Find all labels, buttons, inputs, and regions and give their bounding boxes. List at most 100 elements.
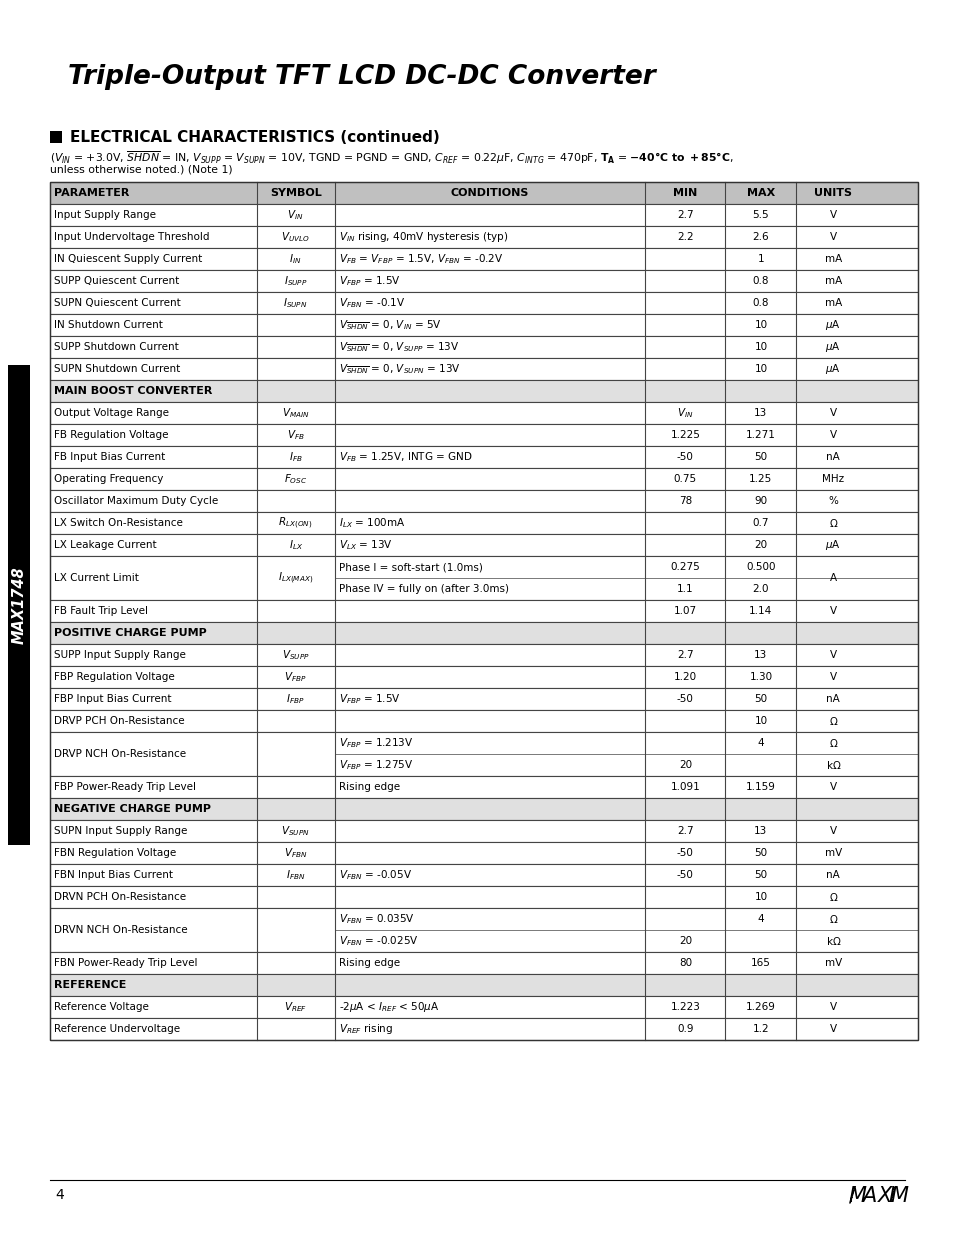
Text: $I_{FBP}$: $I_{FBP}$ [286, 692, 305, 706]
Text: FB Input Bias Current: FB Input Bias Current [54, 452, 165, 462]
Text: 20: 20 [679, 760, 691, 769]
Bar [50, 182, 917, 204]
Text: 2.7: 2.7 [677, 210, 693, 220]
Text: PARAMETER: PARAMETER [54, 188, 130, 198]
Text: 50: 50 [754, 452, 766, 462]
Text: Oscillator Maximum Duty Cycle: Oscillator Maximum Duty Cycle [54, 496, 218, 506]
Bar [50, 270, 917, 291]
Bar [50, 622, 917, 643]
Text: $V_{FBP}$ = 1.5V: $V_{FBP}$ = 1.5V [338, 692, 400, 706]
Bar [50, 513, 917, 534]
Bar [50, 490, 917, 513]
Text: $V_{FBN}$: $V_{FBN}$ [284, 846, 307, 860]
Text: 10: 10 [754, 716, 766, 726]
Text: SUPP Shutdown Current: SUPP Shutdown Current [54, 342, 178, 352]
Text: $V_{FB}$ = 1.25V, INTG = GND: $V_{FB}$ = 1.25V, INTG = GND [338, 450, 472, 464]
Text: 1.223: 1.223 [670, 1002, 700, 1011]
Text: mA: mA [824, 298, 841, 308]
Text: 10: 10 [754, 364, 766, 374]
Bar [50, 358, 917, 380]
Text: $V_{FBP}$ = 1.5V: $V_{FBP}$ = 1.5V [338, 274, 400, 288]
Bar [50, 666, 917, 688]
Text: V: V [829, 430, 836, 440]
Bar [50, 182, 917, 1040]
Text: $\Omega$: $\Omega$ [828, 913, 837, 925]
Text: 0.75: 0.75 [673, 474, 697, 484]
Text: 1.30: 1.30 [748, 672, 772, 682]
Bar [8, 366, 30, 845]
Bar [50, 842, 917, 864]
Text: FBN Regulation Voltage: FBN Regulation Voltage [54, 848, 176, 858]
Text: $\Omega$: $\Omega$ [828, 517, 837, 529]
Text: mV: mV [824, 848, 841, 858]
Text: 2.2: 2.2 [677, 232, 693, 242]
Text: MAX1748: MAX1748 [11, 566, 27, 643]
Bar [50, 995, 917, 1018]
Text: MAIN BOOST CONVERTER: MAIN BOOST CONVERTER [54, 387, 213, 396]
Text: $I_{FBN}$: $I_{FBN}$ [286, 868, 305, 882]
Text: $I_{IN}$: $I_{IN}$ [289, 252, 301, 266]
Text: $\mu$A: $\mu$A [824, 538, 841, 552]
Text: 10: 10 [754, 320, 766, 330]
Bar [50, 336, 917, 358]
Text: V: V [829, 1002, 836, 1011]
Bar [50, 643, 917, 666]
Text: SUPP Quiescent Current: SUPP Quiescent Current [54, 275, 179, 287]
Text: 1.14: 1.14 [748, 606, 772, 616]
Bar [50, 314, 917, 336]
Text: -50: -50 [677, 869, 693, 881]
Text: ELECTRICAL CHARACTERISTICS (continued): ELECTRICAL CHARACTERISTICS (continued) [70, 131, 439, 146]
Text: FBP Power-Ready Trip Level: FBP Power-Ready Trip Level [54, 782, 195, 792]
Text: mA: mA [824, 254, 841, 264]
Text: nA: nA [825, 452, 840, 462]
Bar [50, 688, 917, 710]
Text: 10: 10 [754, 342, 766, 352]
Bar [50, 556, 917, 600]
Text: 2.6: 2.6 [752, 232, 768, 242]
Text: FB Regulation Voltage: FB Regulation Voltage [54, 430, 169, 440]
Text: 10: 10 [754, 892, 766, 902]
Text: k$\Omega$: k$\Omega$ [824, 935, 841, 947]
Text: 13: 13 [754, 826, 767, 836]
Text: $\mu$A: $\mu$A [824, 317, 841, 332]
Text: $R_{LX(ON)}$: $R_{LX(ON)}$ [278, 515, 313, 531]
Text: V: V [829, 210, 836, 220]
Text: $\Omega$: $\Omega$ [828, 737, 837, 748]
Text: V: V [829, 408, 836, 417]
Bar [50, 1018, 917, 1040]
Text: 2.7: 2.7 [677, 650, 693, 659]
Bar [50, 468, 917, 490]
Text: POSITIVE CHARGE PUMP: POSITIVE CHARGE PUMP [54, 629, 207, 638]
Text: Reference Voltage: Reference Voltage [54, 1002, 149, 1011]
Text: DRVN PCH On-Resistance: DRVN PCH On-Resistance [54, 892, 186, 902]
Text: FBN Input Bias Current: FBN Input Bias Current [54, 869, 172, 881]
Text: $V_{UVLO}$: $V_{UVLO}$ [281, 230, 310, 243]
Text: $F_{OSC}$: $F_{OSC}$ [284, 472, 307, 485]
Text: LX Leakage Current: LX Leakage Current [54, 540, 156, 550]
Text: $V_{REF}$: $V_{REF}$ [284, 1000, 307, 1014]
Text: $V_{IN}$: $V_{IN}$ [677, 406, 693, 420]
Text: V: V [829, 650, 836, 659]
Bar [50, 380, 917, 403]
Text: FB Fault Trip Level: FB Fault Trip Level [54, 606, 148, 616]
Text: V: V [829, 782, 836, 792]
Text: FBN Power-Ready Trip Level: FBN Power-Ready Trip Level [54, 958, 197, 968]
Text: 4: 4 [757, 739, 763, 748]
Text: IN Shutdown Current: IN Shutdown Current [54, 320, 163, 330]
Text: MHz: MHz [821, 474, 843, 484]
Bar [50, 204, 917, 226]
Bar [50, 952, 917, 974]
Text: V: V [829, 606, 836, 616]
Text: -50: -50 [677, 694, 693, 704]
Text: $I_{FB}$: $I_{FB}$ [289, 450, 302, 464]
Text: Phase IV = fully on (after 3.0ms): Phase IV = fully on (after 3.0ms) [338, 584, 508, 594]
Text: 90: 90 [754, 496, 766, 506]
Text: SUPP Input Supply Range: SUPP Input Supply Range [54, 650, 186, 659]
Bar [50, 248, 917, 270]
Text: SUPN Quiescent Current: SUPN Quiescent Current [54, 298, 180, 308]
Text: Output Voltage Range: Output Voltage Range [54, 408, 169, 417]
Text: $V_{FBN}$ = -0.1V: $V_{FBN}$ = -0.1V [338, 296, 405, 310]
Text: $\mathit{/\!\!M\!AX\!I\!M}$: $\mathit{/\!\!M\!AX\!I\!M}$ [847, 1184, 909, 1205]
Text: 0.500: 0.500 [745, 562, 775, 572]
Text: Rising edge: Rising edge [338, 958, 399, 968]
